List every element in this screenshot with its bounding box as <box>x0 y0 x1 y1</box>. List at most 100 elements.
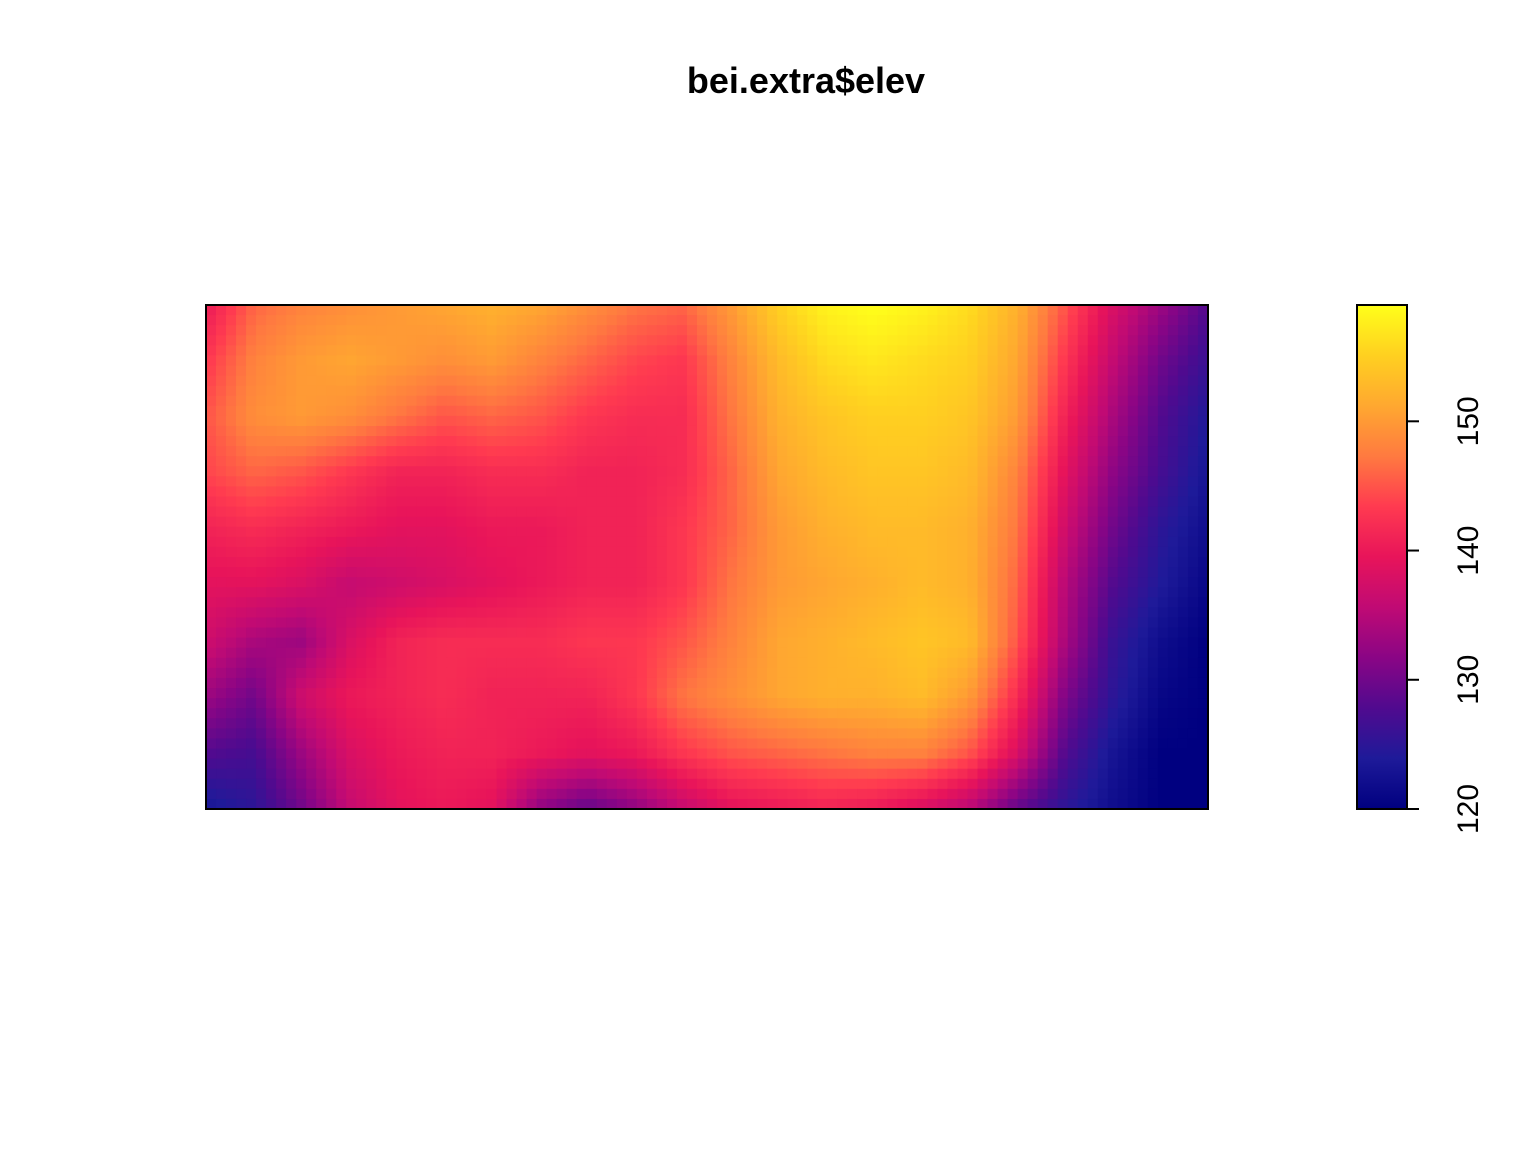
heatmap-cell <box>1147 446 1159 457</box>
heatmap-cell <box>296 415 307 427</box>
heatmap-cell <box>666 607 678 619</box>
heatmap-cell <box>576 415 588 427</box>
heatmap-cell <box>256 486 267 498</box>
heatmap-cell <box>1097 395 1109 407</box>
heatmap-cell <box>1017 385 1029 397</box>
heatmap-cell <box>1047 718 1059 729</box>
heatmap-cell <box>576 546 588 558</box>
heatmap-cell <box>1017 657 1029 669</box>
heatmap-cell <box>246 355 257 367</box>
heatmap-cell <box>436 738 448 750</box>
heatmap-cell <box>767 456 778 467</box>
heatmap-cell <box>576 798 588 809</box>
heatmap-cell <box>536 637 548 649</box>
heatmap-cell <box>616 667 628 679</box>
heatmap-cell <box>406 375 418 387</box>
heatmap-cell <box>486 688 498 699</box>
heatmap-cell <box>987 526 999 538</box>
heatmap-cell <box>867 355 878 367</box>
heatmap-cell <box>246 476 257 488</box>
heatmap-cell <box>897 667 908 679</box>
heatmap-cell <box>446 587 458 598</box>
heatmap-cell <box>636 768 648 780</box>
heatmap-cell <box>566 758 578 770</box>
heatmap-cell <box>1057 708 1069 719</box>
heatmap-cell <box>626 325 638 336</box>
heatmap-cell <box>887 567 898 578</box>
heatmap-cell <box>917 587 929 598</box>
heatmap-cell <box>707 385 718 397</box>
heatmap-cell <box>236 688 247 699</box>
heatmap-cell <box>707 546 718 558</box>
heatmap-cell <box>857 325 868 336</box>
heatmap-cell <box>1167 728 1179 740</box>
heatmap-cell <box>416 325 428 336</box>
heatmap-cell <box>1067 607 1079 619</box>
heatmap-cell <box>226 667 237 679</box>
heatmap-cell <box>206 425 217 437</box>
heatmap-cell <box>426 395 438 407</box>
heatmap-cell <box>266 637 277 649</box>
heatmap-cell <box>566 738 578 750</box>
heatmap-cell <box>897 496 908 508</box>
heatmap-cell <box>1147 557 1159 568</box>
heatmap-cell <box>616 647 628 659</box>
heatmap-cell <box>446 466 458 477</box>
heatmap-cell <box>456 506 468 518</box>
heatmap-cell <box>246 496 257 508</box>
heatmap-cell <box>346 516 357 528</box>
heatmap-cell <box>316 476 327 488</box>
heatmap-cell <box>827 718 838 729</box>
heatmap-cell <box>747 748 758 760</box>
heatmap-cell <box>506 567 518 578</box>
heatmap-cell <box>386 415 397 427</box>
heatmap-cell <box>1187 708 1199 719</box>
heatmap-cell <box>316 677 327 689</box>
heatmap-cell <box>717 456 728 467</box>
heatmap-cell <box>266 516 277 528</box>
heatmap-cell <box>887 748 898 760</box>
heatmap-cell <box>1037 486 1049 498</box>
heatmap-cell <box>837 758 848 770</box>
heatmap-cell <box>436 688 448 699</box>
heatmap-cell <box>1007 597 1019 608</box>
heatmap-cell <box>366 335 377 346</box>
heatmap-cell <box>1067 476 1079 488</box>
heatmap-cell <box>346 698 357 709</box>
heatmap-cell <box>777 506 788 518</box>
heatmap-cell <box>977 607 989 619</box>
heatmap-cell <box>676 587 688 598</box>
heatmap-cell <box>1137 536 1149 548</box>
heatmap-cell <box>656 788 668 800</box>
heatmap-cell <box>787 597 798 608</box>
heatmap-cell <box>1147 617 1159 629</box>
heatmap-cell <box>336 536 347 548</box>
heatmap-cell <box>226 516 237 528</box>
heatmap-cell <box>1167 395 1179 407</box>
heatmap-cell <box>456 526 468 538</box>
heatmap-cell <box>516 436 528 447</box>
heatmap-cell <box>236 627 247 639</box>
heatmap-cell <box>927 335 939 346</box>
heatmap-cell <box>266 446 277 457</box>
heatmap-cell <box>596 607 608 619</box>
heatmap-cell <box>386 768 397 780</box>
heatmap-cell <box>496 456 508 467</box>
heatmap-cell <box>286 587 297 598</box>
heatmap-cell <box>747 335 758 346</box>
heatmap-cell <box>1037 748 1049 760</box>
heatmap-cell <box>656 698 668 709</box>
heatmap-cell <box>897 466 908 477</box>
heatmap-cell <box>797 748 808 760</box>
heatmap-cell <box>536 345 548 356</box>
heatmap-cell <box>366 385 377 397</box>
heatmap-cell <box>566 415 578 427</box>
heatmap-cell <box>997 325 1009 336</box>
heatmap-cell <box>566 456 578 467</box>
heatmap-cell <box>266 425 277 437</box>
heatmap-cell <box>887 355 898 367</box>
heatmap-cell <box>1077 436 1089 447</box>
heatmap-cell <box>897 607 908 619</box>
heatmap-cell <box>256 446 267 457</box>
heatmap-cell <box>596 627 608 639</box>
